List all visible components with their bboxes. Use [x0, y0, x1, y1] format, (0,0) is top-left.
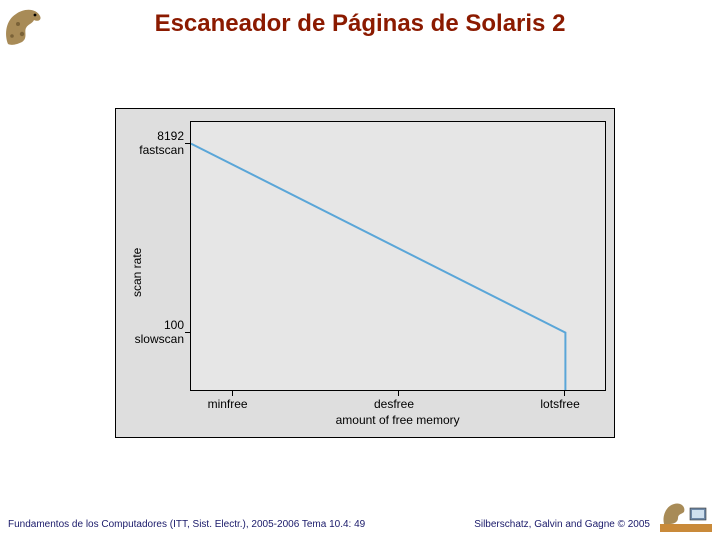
y-tick-label: slowscan: [135, 332, 184, 346]
footer-right-text: Silberschatz, Galvin and Gagne © 2005: [474, 519, 650, 530]
y-axis-label: scan rate: [130, 247, 144, 296]
y-tick-label: fastscan: [139, 143, 184, 157]
y-tick-value: 8192: [157, 129, 184, 143]
x-tick-label: desfree: [374, 397, 414, 411]
footer-left-text: Fundamentos de los Computadores (ITT, Si…: [8, 519, 365, 530]
x-tick-label: lotsfree: [540, 397, 579, 411]
y-tick-value: 100: [164, 318, 184, 332]
y-tick-mark: [185, 332, 190, 333]
plot-area: [190, 121, 606, 391]
chart-frame: scan rate amount of free memory 8192fast…: [115, 108, 615, 438]
scan-rate-line: [191, 122, 605, 390]
x-tick-mark: [564, 391, 565, 396]
y-tick-mark: [185, 143, 190, 144]
slide-title: Escaneador de Páginas de Solaris 2: [0, 10, 720, 38]
x-tick-mark: [398, 391, 399, 396]
x-axis-label: amount of free memory: [336, 413, 460, 427]
footer: Fundamentos de los Computadores (ITT, Si…: [8, 519, 650, 530]
x-tick-label: minfree: [208, 397, 248, 411]
dinosaur-computer-logo-icon: [660, 498, 712, 532]
x-tick-mark: [232, 391, 233, 396]
slide: Escaneador de Páginas de Solaris 2 scan …: [0, 0, 720, 540]
